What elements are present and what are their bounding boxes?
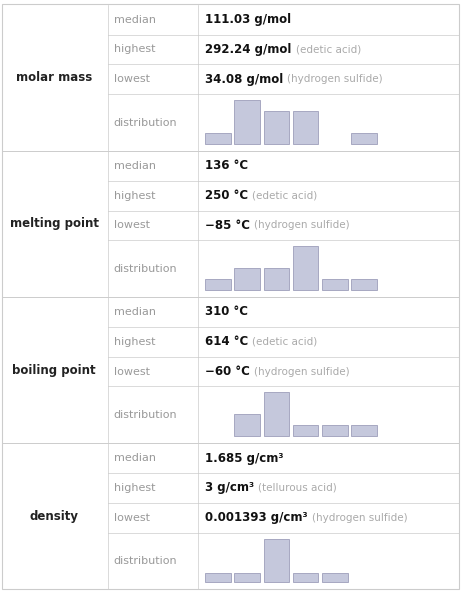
Text: lowest: lowest	[114, 74, 150, 84]
Text: 250 °C: 250 °C	[205, 189, 248, 202]
Text: median: median	[114, 453, 156, 463]
Text: highest: highest	[114, 191, 155, 201]
Bar	[205, 573, 231, 582]
Bar	[264, 268, 289, 290]
Text: highest: highest	[114, 483, 155, 493]
Text: distribution: distribution	[114, 410, 177, 420]
Bar	[234, 268, 260, 290]
Text: distribution: distribution	[114, 118, 177, 128]
Text: (tellurous acid): (tellurous acid)	[258, 483, 337, 493]
Text: molar mass: molar mass	[16, 71, 92, 84]
Text: 0.001393 g/cm³: 0.001393 g/cm³	[205, 511, 308, 524]
Text: median: median	[114, 161, 156, 171]
Bar	[205, 279, 231, 290]
Text: distribution: distribution	[114, 556, 177, 566]
Text: density: density	[30, 510, 79, 523]
Text: boiling point: boiling point	[12, 364, 96, 377]
Text: 614 °C: 614 °C	[205, 335, 248, 348]
Bar	[264, 393, 289, 436]
Text: 34.08 g/mol: 34.08 g/mol	[205, 73, 284, 86]
Text: 3 g/cm³: 3 g/cm³	[205, 481, 254, 494]
Text: highest: highest	[114, 45, 155, 55]
Bar	[322, 425, 348, 436]
Text: (hydrogen sulfide): (hydrogen sulfide)	[312, 513, 408, 523]
Text: −60 °C: −60 °C	[205, 365, 250, 378]
Bar	[293, 111, 319, 144]
Text: (hydrogen sulfide): (hydrogen sulfide)	[254, 220, 350, 230]
Bar	[293, 425, 319, 436]
Bar	[293, 573, 319, 582]
Text: (edetic acid): (edetic acid)	[252, 191, 318, 201]
Text: 1.685 g/cm³: 1.685 g/cm³	[205, 451, 284, 465]
Text: lowest: lowest	[114, 513, 150, 523]
Text: highest: highest	[114, 337, 155, 347]
Text: 310 °C: 310 °C	[205, 305, 248, 318]
Text: median: median	[114, 307, 156, 317]
Text: 136 °C: 136 °C	[205, 159, 248, 172]
Bar	[322, 573, 348, 582]
Text: 111.03 g/mol: 111.03 g/mol	[205, 13, 291, 26]
Bar	[234, 414, 260, 436]
Text: melting point: melting point	[10, 217, 99, 230]
Bar	[293, 247, 319, 290]
Text: 292.24 g/mol: 292.24 g/mol	[205, 43, 291, 56]
Text: (hydrogen sulfide): (hydrogen sulfide)	[287, 74, 383, 84]
Bar	[322, 279, 348, 290]
Text: lowest: lowest	[114, 366, 150, 377]
Bar	[264, 539, 289, 582]
Text: (hydrogen sulfide): (hydrogen sulfide)	[254, 366, 349, 377]
Text: (edetic acid): (edetic acid)	[296, 45, 361, 55]
Bar	[234, 573, 260, 582]
Text: distribution: distribution	[114, 264, 177, 274]
Bar	[264, 111, 289, 144]
Text: (edetic acid): (edetic acid)	[252, 337, 318, 347]
Bar	[351, 279, 377, 290]
Bar	[234, 100, 260, 144]
Text: lowest: lowest	[114, 220, 150, 230]
Bar	[351, 133, 377, 144]
Bar	[205, 133, 231, 144]
Text: −85 °C: −85 °C	[205, 219, 250, 232]
Bar	[351, 425, 377, 436]
Text: median: median	[114, 15, 156, 25]
